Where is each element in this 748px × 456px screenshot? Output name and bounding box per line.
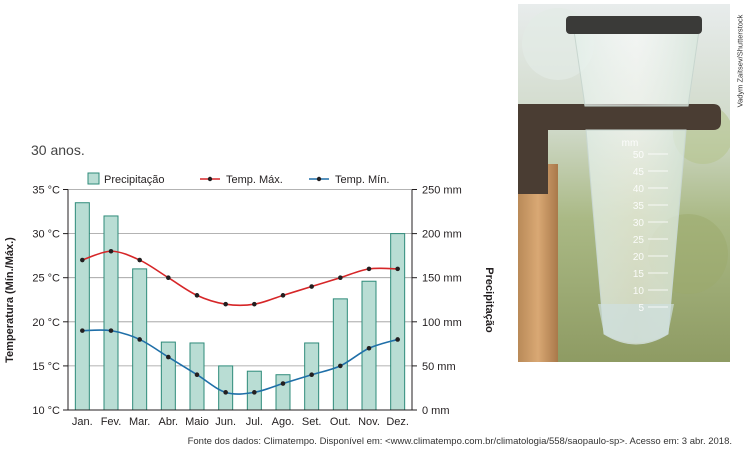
- tmax-point: [366, 266, 372, 272]
- precip-bar: [275, 374, 291, 411]
- gauge-scale-label: 20: [633, 252, 645, 263]
- tmin-point: [80, 328, 85, 333]
- tmax-point: [252, 301, 257, 307]
- tmin-point: [338, 363, 343, 369]
- gauge-scale-label: 5: [638, 303, 644, 314]
- y-axis-left-title: Temperatura (Mín./Máx.): [4, 237, 16, 363]
- x-tick-label: Out.: [330, 416, 351, 428]
- precip-bar: [103, 215, 119, 411]
- tmax-point: [80, 257, 85, 263]
- x-tick-label: Nov.: [358, 416, 380, 428]
- legend-tmax-marker: [207, 176, 213, 182]
- precip-bar: [332, 298, 348, 411]
- left-tick-label: 20 °C: [32, 317, 60, 329]
- x-tick-label: Set.: [302, 416, 322, 428]
- tmax-line-group: [80, 248, 400, 307]
- gauge-scale-label: 40: [633, 184, 645, 195]
- tmin-point: [252, 390, 257, 395]
- legend-precip-swatch: [87, 172, 100, 185]
- left-tick-label: 10 °C: [32, 405, 60, 417]
- axes: [67, 189, 413, 411]
- gauge-scale-label: 25: [633, 235, 645, 246]
- photo-credit: Vadym Zaitsev/Shutterstock: [735, 14, 745, 108]
- tmax-point: [137, 257, 142, 263]
- right-tick-label: 250 mm: [422, 185, 462, 197]
- x-tick-label: Maio: [185, 416, 209, 428]
- right-tick-label: 200 mm: [422, 229, 462, 241]
- left-tick-label: 25 °C: [32, 273, 60, 285]
- tmin-line: [82, 329, 398, 395]
- left-tick-label: 30 °C: [32, 229, 60, 241]
- x-tick-label: Ago.: [272, 416, 295, 428]
- x-tick-label: Abr.: [159, 416, 179, 428]
- tmin-point: [366, 345, 372, 351]
- gauge-unit-label: mm: [622, 138, 639, 149]
- climate-chart: 10 °C 15 °C 20 °C 25 °C 30 °C 35 °C 0 mm 50 mm…: [4, 172, 495, 428]
- grid-lines: [68, 189, 412, 367]
- tmin-point: [309, 372, 314, 378]
- tmax-point: [338, 275, 343, 281]
- tmin-point: [280, 381, 286, 386]
- tmin-point: [223, 390, 228, 395]
- tmax-point: [166, 275, 171, 281]
- right-tick-label: 0 mm: [422, 405, 450, 417]
- gauge-scale: 50 45 40 35 30 25 20 15 10 5 mm: [622, 138, 668, 314]
- x-tick-label: Jun.: [215, 416, 236, 428]
- rain-gauge-photo: 50 45 40 35 30 25 20 15 10 5 mm: [518, 4, 730, 362]
- tmax-point: [194, 293, 200, 298]
- tmin-line-group: [80, 328, 400, 395]
- x-tick-label: Mar.: [129, 416, 150, 428]
- legend-precip-label: Precipitação: [104, 174, 165, 186]
- gauge-scale-label: 10: [633, 286, 645, 297]
- tmin-point: [194, 372, 200, 378]
- intro-text: 30 anos.: [31, 142, 85, 158]
- tmin-point: [137, 337, 142, 342]
- x-tick-label: Fev.: [101, 416, 122, 428]
- right-tick-label: 150 mm: [422, 273, 462, 285]
- legend-tmin-marker: [316, 176, 322, 182]
- gauge-scale-label: 30: [633, 218, 645, 229]
- precip-bar: [160, 341, 176, 411]
- right-tick-label: 100 mm: [422, 317, 462, 329]
- y-axis-right-title: Precipitação: [483, 267, 495, 333]
- tmax-point: [108, 248, 114, 254]
- legend: Precipitação Temp. Máx. Temp. Mín.: [87, 172, 389, 186]
- legend-tmax-label: Temp. Máx.: [226, 174, 283, 186]
- tmin-point: [108, 328, 114, 333]
- tmax-point: [223, 301, 228, 307]
- x-tick-label: Dez.: [386, 416, 409, 428]
- tmin-point: [166, 354, 171, 360]
- x-tick-labels: Jan. Fev. Mar. Abr. Maio Jun. Jul. Ago. Set. Out.…: [72, 416, 409, 428]
- tmax-point: [309, 284, 314, 289]
- tmax-point: [280, 293, 286, 298]
- tmax-point: [395, 266, 400, 272]
- gauge-scale-label: 45: [633, 167, 645, 178]
- legend-tmin-label: Temp. Mín.: [335, 174, 389, 186]
- left-tick-labels: 10 °C 15 °C 20 °C 25 °C 30 °C 35 °C: [32, 185, 68, 417]
- left-tick-label: 35 °C: [32, 185, 60, 197]
- x-tick-label: Jan.: [72, 416, 93, 428]
- left-tick-label: 15 °C: [32, 361, 60, 373]
- precip-bar: [390, 233, 406, 411]
- tmax-line: [82, 250, 398, 307]
- precip-bar: [74, 202, 90, 411]
- source-note: Fonte dos dados: Climatempo. Disponível …: [187, 436, 732, 447]
- precip-bar: [218, 365, 234, 411]
- tmin-point: [395, 337, 400, 342]
- right-tick-label: 50 mm: [422, 361, 456, 373]
- x-tick-label: Jul.: [246, 416, 263, 428]
- right-tick-labels: 0 mm 50 mm 100 mm 150 mm 200 mm 250 mm: [412, 185, 462, 417]
- gauge-scale-label: 35: [633, 201, 645, 212]
- gauge-scale-label: 15: [633, 269, 645, 280]
- gauge-scale-label: 50: [633, 150, 645, 161]
